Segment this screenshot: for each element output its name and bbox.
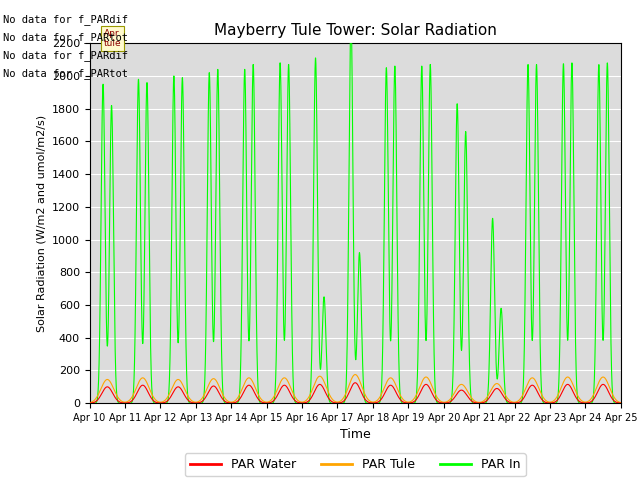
- Text: No data for f_PARtot: No data for f_PARtot: [3, 32, 128, 43]
- X-axis label: Time: Time: [340, 429, 371, 442]
- Title: Mayberry Tule Tower: Solar Radiation: Mayberry Tule Tower: Solar Radiation: [214, 23, 497, 38]
- Text: No data for f_PARdif: No data for f_PARdif: [3, 13, 128, 24]
- Text: Apr
tule: Apr tule: [104, 29, 122, 48]
- Legend: PAR Water, PAR Tule, PAR In: PAR Water, PAR Tule, PAR In: [184, 453, 526, 476]
- Y-axis label: Solar Radiation (W/m2 and umol/m2/s): Solar Radiation (W/m2 and umol/m2/s): [36, 115, 46, 332]
- Text: No data for f_PARtot: No data for f_PARtot: [3, 68, 128, 79]
- Text: No data for f_PARdif: No data for f_PARdif: [3, 50, 128, 61]
